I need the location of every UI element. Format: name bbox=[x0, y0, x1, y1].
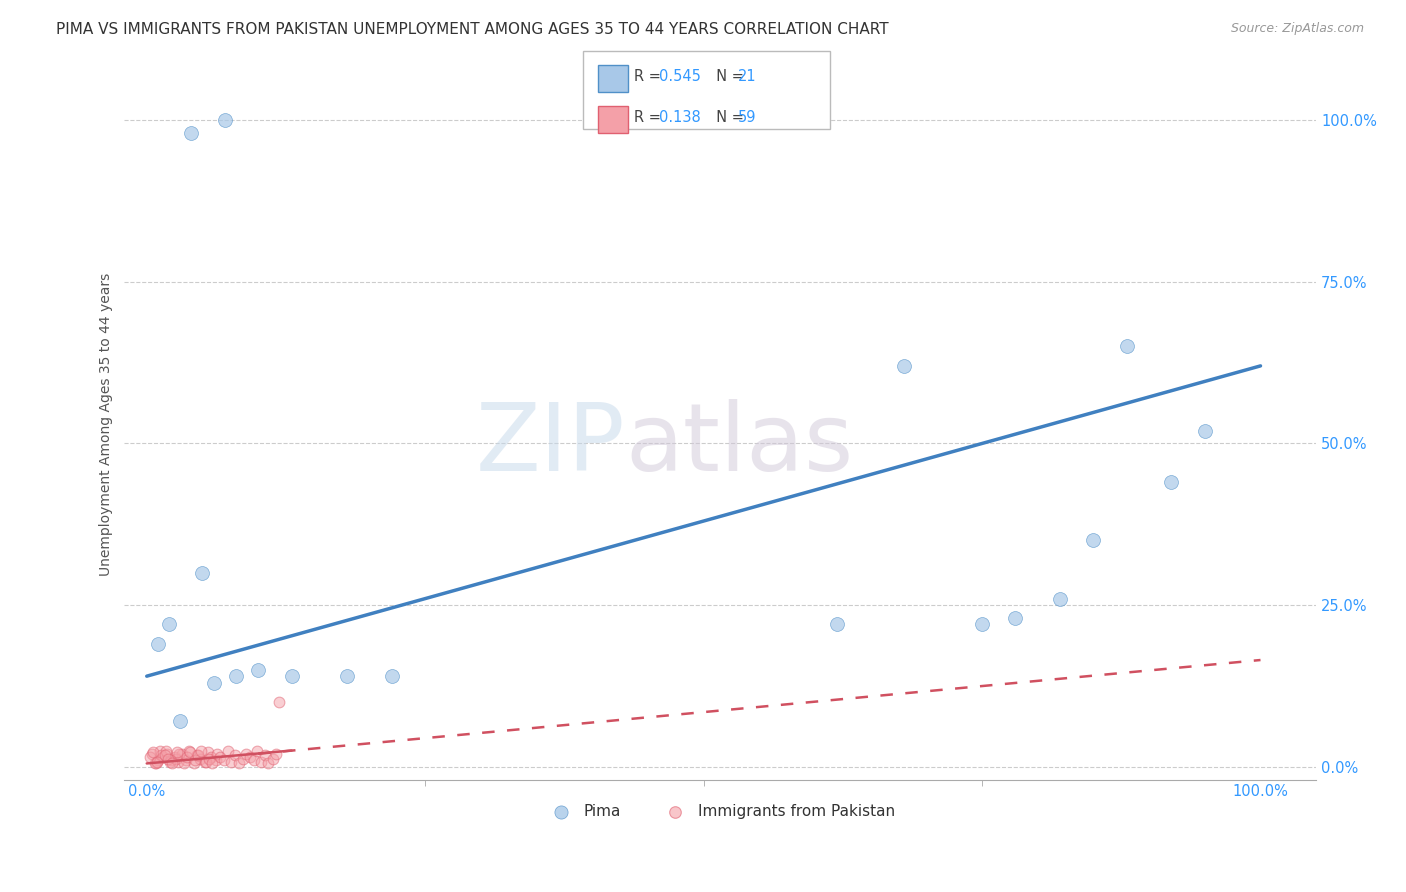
Point bbox=[145, 756, 167, 771]
Point bbox=[202, 675, 225, 690]
Point bbox=[336, 669, 359, 683]
Point bbox=[163, 750, 186, 764]
Point bbox=[253, 747, 276, 762]
Legend: Pima, Immigrants from Pakistan: Pima, Immigrants from Pakistan bbox=[540, 798, 901, 825]
Y-axis label: Unemployment Among Ages 35 to 44 years: Unemployment Among Ages 35 to 44 years bbox=[100, 272, 114, 575]
Point bbox=[225, 669, 247, 683]
Point bbox=[1049, 591, 1071, 606]
Point bbox=[177, 743, 200, 757]
Point bbox=[194, 755, 217, 769]
Point bbox=[188, 752, 211, 766]
Point bbox=[142, 746, 165, 760]
Point bbox=[228, 756, 250, 771]
Point bbox=[205, 747, 228, 761]
Point bbox=[167, 755, 190, 769]
Point bbox=[1115, 339, 1137, 353]
Point bbox=[204, 753, 226, 767]
Point bbox=[186, 747, 208, 762]
Point bbox=[239, 750, 262, 764]
Point bbox=[200, 750, 222, 764]
Point bbox=[827, 617, 849, 632]
Point bbox=[250, 755, 273, 769]
Point bbox=[224, 747, 246, 762]
Point bbox=[1160, 475, 1182, 490]
Point bbox=[970, 617, 993, 632]
Point bbox=[165, 752, 187, 766]
Point bbox=[166, 746, 188, 760]
Point bbox=[262, 752, 284, 766]
Point bbox=[187, 747, 209, 762]
Point bbox=[174, 753, 197, 767]
Point bbox=[159, 755, 181, 769]
Point bbox=[221, 755, 243, 769]
Point bbox=[146, 753, 169, 767]
Point bbox=[160, 753, 183, 767]
Point bbox=[201, 756, 224, 771]
Point bbox=[198, 752, 221, 766]
Point bbox=[217, 743, 239, 757]
Point bbox=[246, 743, 269, 757]
Point bbox=[162, 756, 184, 771]
Point bbox=[169, 714, 191, 729]
Point bbox=[242, 753, 264, 767]
Point bbox=[209, 750, 232, 764]
Text: PIMA VS IMMIGRANTS FROM PAKISTAN UNEMPLOYMENT AMONG AGES 35 TO 44 YEARS CORRELAT: PIMA VS IMMIGRANTS FROM PAKISTAN UNEMPLO… bbox=[56, 22, 889, 37]
Point bbox=[183, 756, 205, 771]
Point bbox=[280, 669, 302, 683]
Point bbox=[146, 637, 169, 651]
Point bbox=[139, 750, 162, 764]
Point bbox=[173, 756, 195, 771]
Point bbox=[183, 753, 205, 767]
Text: R =: R = bbox=[634, 69, 665, 84]
Text: N =: N = bbox=[707, 69, 749, 84]
Point bbox=[231, 752, 253, 766]
Point bbox=[235, 747, 257, 761]
Text: R =: R = bbox=[634, 110, 665, 125]
Point bbox=[156, 752, 179, 766]
Text: 0.138: 0.138 bbox=[659, 110, 702, 125]
Point bbox=[167, 747, 190, 761]
Point bbox=[194, 755, 217, 769]
Point bbox=[143, 756, 166, 771]
Point bbox=[1004, 611, 1026, 625]
Point bbox=[179, 746, 201, 760]
Text: N =: N = bbox=[707, 110, 749, 125]
Point bbox=[180, 126, 202, 140]
Point bbox=[172, 747, 194, 761]
Point bbox=[156, 747, 179, 761]
Point bbox=[212, 753, 235, 767]
Point bbox=[176, 750, 198, 764]
Point bbox=[155, 743, 177, 757]
Point bbox=[257, 756, 280, 771]
Point bbox=[1083, 533, 1105, 548]
Text: 59: 59 bbox=[738, 110, 756, 125]
Text: ZIP: ZIP bbox=[475, 400, 626, 491]
Point bbox=[153, 747, 176, 762]
Point bbox=[149, 743, 172, 757]
Point bbox=[141, 747, 163, 761]
Text: Source: ZipAtlas.com: Source: ZipAtlas.com bbox=[1230, 22, 1364, 36]
Point bbox=[1194, 424, 1216, 438]
Text: atlas: atlas bbox=[626, 400, 853, 491]
Point bbox=[197, 746, 219, 760]
Point bbox=[190, 743, 212, 757]
Point bbox=[269, 695, 291, 709]
Text: 21: 21 bbox=[738, 69, 756, 84]
Point bbox=[893, 359, 915, 373]
Point bbox=[157, 617, 180, 632]
Point bbox=[381, 669, 404, 683]
Point bbox=[152, 750, 174, 764]
Text: 0.545: 0.545 bbox=[659, 69, 702, 84]
Point bbox=[214, 113, 236, 128]
Point bbox=[146, 755, 169, 769]
Point bbox=[247, 663, 270, 677]
Point bbox=[150, 747, 173, 762]
Point bbox=[191, 566, 214, 580]
Point bbox=[264, 747, 287, 761]
